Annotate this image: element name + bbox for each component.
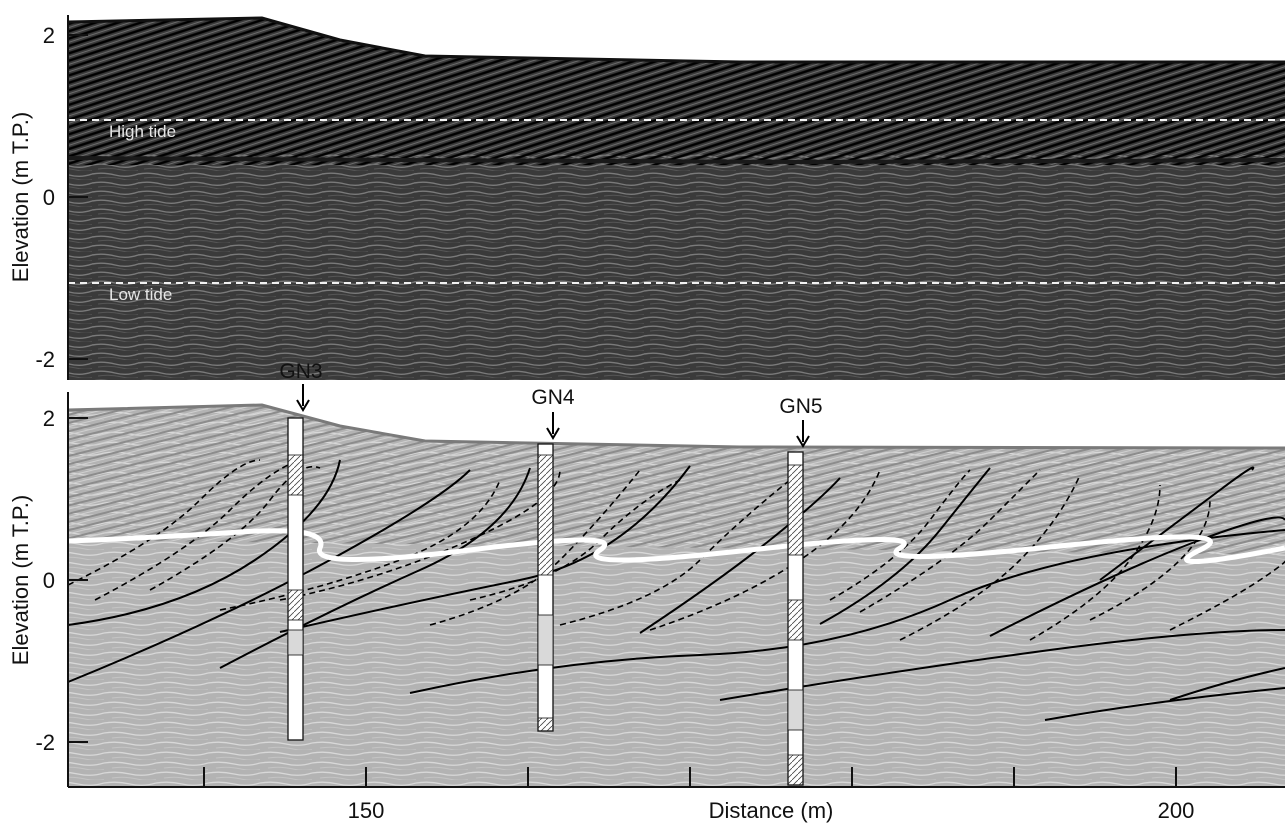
solid-boundaries <box>67 459 1285 721</box>
top-surface-outline <box>67 16 1285 64</box>
bottom-ytick-label-m2: -2 <box>35 730 55 755</box>
white-boundary-line <box>67 528 1285 565</box>
core-gn5-unit-3 <box>787 689 804 731</box>
top-ytick-label-2: 2 <box>43 23 55 48</box>
boundary-solid-1 <box>67 459 341 626</box>
core-gn3-unit-3 <box>287 629 304 656</box>
bottom-surface-layer <box>68 405 1285 555</box>
bottom-surface-outline <box>67 403 1285 450</box>
boundary-solid-11 <box>1044 687 1285 721</box>
bottom-panel: GN3 GN4 GN5 2 0 -2 <box>8 360 1285 823</box>
core-gn5: GN5 <box>779 395 823 786</box>
top-y-axis-title: Elevation (m T.P.) <box>8 112 33 282</box>
x-axis-title: Distance (m) <box>709 798 834 823</box>
top-ytick-label-0: 0 <box>43 185 55 210</box>
boundary-dashed-11 <box>859 469 1041 613</box>
boundary-solid-12 <box>1169 667 1285 701</box>
boundary-dashed-13 <box>1029 484 1161 641</box>
core-gn4-unit-3 <box>537 717 554 732</box>
top-lower-texture <box>68 150 1285 380</box>
boundary-dashed-6 <box>429 469 641 626</box>
core-gn5-unit-1 <box>787 464 804 556</box>
top-panel: High tide Low tide 2 0 -2 Elevation (m T… <box>8 15 1285 380</box>
core-gn3-unit-1 <box>287 454 304 496</box>
low-tide-label: Low tide <box>109 285 172 304</box>
core-gn5-unit-2 <box>787 599 804 641</box>
boundary-solid-9 <box>989 516 1285 637</box>
boundary-dashed-15 <box>1169 559 1285 631</box>
core-gn3-column <box>287 417 304 741</box>
boundary-dashed-1 <box>67 459 261 586</box>
top-surface-base <box>67 156 1285 165</box>
top-surface-layer <box>68 18 1285 165</box>
core-gn3-unit-2 <box>287 589 304 621</box>
core-gn4-label: GN4 <box>531 386 575 409</box>
core-gn3-arrow-head <box>296 399 310 412</box>
high-tide-label: High tide <box>109 122 176 141</box>
boundary-solid-5 <box>409 529 1285 694</box>
core-gn4-unit-1 <box>537 454 554 576</box>
xtick-label-150: 150 <box>348 798 385 823</box>
boundary-dashed-14 <box>1089 499 1211 621</box>
boundary-dashed-2 <box>94 459 301 601</box>
boundary-solid-3 <box>219 467 531 669</box>
boundary-dashed-12 <box>899 474 1081 641</box>
core-gn4-unit-2 <box>537 614 554 666</box>
bottom-ytick-label-0: 0 <box>43 568 55 593</box>
boundary-solid-10 <box>1099 466 1255 581</box>
bottom-ytick-label-2: 2 <box>43 406 55 431</box>
top-sky-mask <box>68 15 1285 62</box>
core-gn5-arrow-head <box>796 435 810 448</box>
bottom-sky-mask <box>68 392 1285 448</box>
xtick-label-200: 200 <box>1158 798 1195 823</box>
boundary-solid-4 <box>279 465 691 633</box>
boundary-solid-7 <box>719 629 1285 701</box>
boundary-solid-2 <box>67 469 471 683</box>
boundary-solid-6 <box>639 477 841 634</box>
bottom-y-axis-title: Elevation (m T.P.) <box>8 495 33 665</box>
core-gn5-unit-4 <box>787 754 804 786</box>
boundary-dashed-10 <box>829 469 971 601</box>
boundary-dashed-3 <box>149 466 321 591</box>
top-ytick-label-m2: -2 <box>35 347 55 372</box>
boundary-dashed-8 <box>559 479 791 626</box>
boundary-dashed-4 <box>219 479 501 611</box>
x-ticks <box>203 767 1177 787</box>
core-gn4: GN4 <box>531 386 575 732</box>
core-gn4-arrow-head <box>546 427 560 440</box>
boundary-solid-8 <box>819 467 991 625</box>
core-gn3-label: GN3 <box>279 360 322 383</box>
core-gn3: GN3 <box>279 360 323 741</box>
core-gn5-label: GN5 <box>779 395 822 418</box>
